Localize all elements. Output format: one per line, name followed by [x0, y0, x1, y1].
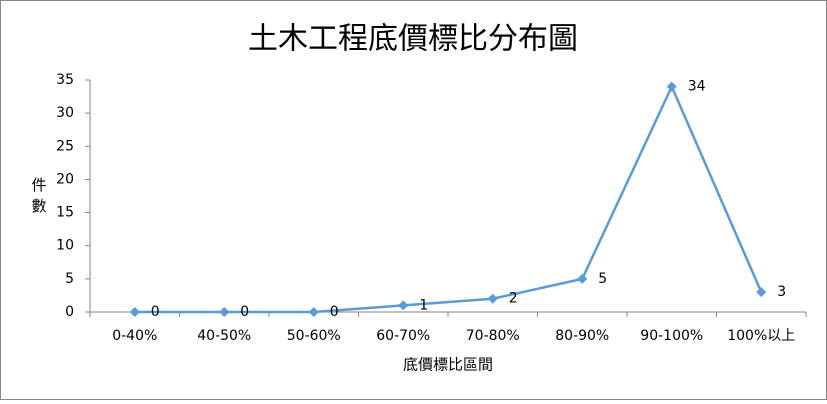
marker [398, 300, 409, 311]
data-label: 0 [240, 304, 249, 320]
marker [308, 307, 319, 317]
data-label: 0 [330, 304, 339, 320]
marker [756, 287, 767, 298]
x-tick-label: 40-50% [197, 328, 251, 344]
y-tick-label: 30 [56, 105, 74, 121]
x-tick-label: 70-80% [466, 328, 520, 344]
marker [487, 293, 498, 304]
x-tick-label: 90-100% [640, 328, 703, 344]
chart-title: 土木工程底價標比分布圖 [248, 22, 578, 57]
x-tick-label: 80-90% [555, 328, 609, 344]
marker [219, 307, 230, 317]
y-tick-label: 15 [56, 205, 74, 221]
y-axis-label: 件數 [30, 177, 48, 219]
marker [129, 307, 140, 317]
data-label: 3 [777, 284, 786, 300]
y-tick-label: 20 [56, 171, 74, 187]
x-tick-label: 50-60% [287, 328, 341, 344]
x-tick-label: 100%以上 [727, 328, 795, 344]
data-label: 34 [688, 79, 706, 95]
y-tick-label: 10 [56, 238, 74, 254]
marker [577, 273, 588, 284]
data-label: 2 [509, 291, 518, 307]
y-tick-label: 0 [65, 304, 74, 320]
data-label: 1 [419, 297, 428, 313]
y-tick-label: 25 [56, 138, 74, 154]
marker [666, 81, 677, 92]
y-tick-label: 5 [65, 271, 74, 287]
x-tick-label: 0-40% [112, 328, 157, 344]
x-tick-label: 60-70% [376, 328, 430, 344]
data-label: 5 [598, 271, 607, 287]
line [134, 83, 763, 314]
y-tick-label: 35 [56, 72, 74, 88]
data-label: 0 [151, 304, 160, 320]
x-axis-label: 底價標比區間 [403, 356, 493, 374]
